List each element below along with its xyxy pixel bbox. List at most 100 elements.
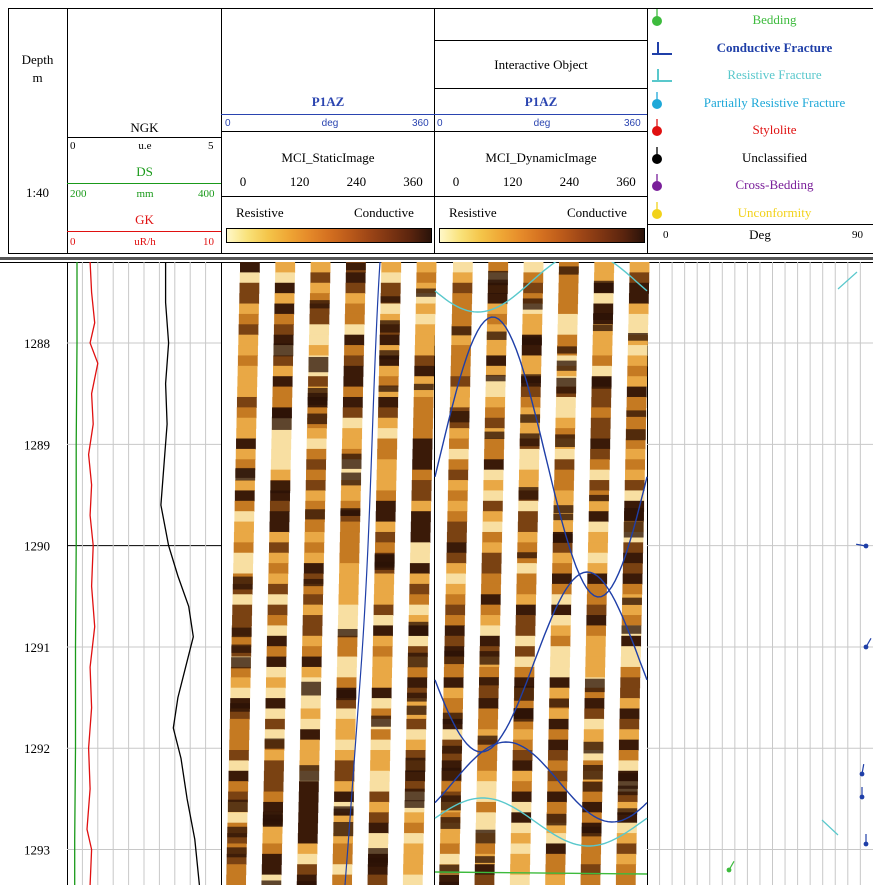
dynamic-image-pad-slice	[621, 615, 642, 627]
static-image-pad-slice	[404, 822, 424, 834]
static-image-pad-slice	[302, 625, 323, 637]
dynamic-image-pad-slice	[510, 843, 531, 855]
static-image-dark-band	[408, 621, 429, 636]
static-image-pad-slice	[264, 750, 285, 761]
dynamic-image-pad-slice	[545, 864, 566, 876]
static-image-pad-slice	[344, 313, 365, 325]
static-image-pad-slice	[301, 656, 322, 668]
dynamic-image-pad-slice	[550, 625, 571, 637]
dynamic-image-dark-band	[593, 313, 613, 321]
dynamic-image-pad-slice	[477, 729, 498, 741]
static-image-pad-slice	[372, 646, 393, 658]
static-image-pad-slice	[380, 303, 401, 315]
static-image-pad-slice	[305, 490, 326, 502]
gk-scale-line	[67, 231, 221, 232]
static-image-pad-slice	[377, 417, 398, 429]
static-image-pad-slice	[228, 781, 249, 793]
dynamic-image-pad-slice	[586, 604, 607, 616]
static-image-pad-slice	[413, 386, 434, 398]
dynamic-image-pad-slice	[516, 573, 537, 585]
dynamic-image-pad-slice	[587, 583, 607, 595]
dynamic-image-pad-strip	[615, 262, 650, 885]
dynamic-image-pad-slice	[558, 282, 579, 294]
static-image-pad-slice	[266, 677, 286, 689]
dynamic-image-pad-slice	[452, 282, 473, 294]
static-image-pad-slice	[416, 272, 437, 284]
dynamic-image-pad-slice	[478, 687, 499, 699]
static-image-pad-slice	[302, 615, 323, 627]
static-image-pad-slice	[373, 604, 394, 616]
dynamic-image-pad-slice	[622, 573, 643, 585]
dynamic-image-pad-slice	[555, 428, 576, 440]
dynamic-image-pad-slice	[628, 324, 649, 336]
static-image-pad-slice	[402, 874, 423, 885]
dynamic-image-pad-slice	[451, 334, 472, 346]
dynamic-image-pad-slice	[517, 542, 538, 554]
dynamic-image-dark-band	[441, 767, 462, 781]
static-image-pad-slice	[262, 833, 283, 845]
static-image-pad-slice	[229, 708, 250, 720]
dip-scale-line	[647, 224, 873, 225]
static-image-pad-slice	[379, 365, 399, 377]
static-image-dark-band	[296, 881, 317, 885]
dynamic-image-dark-band	[558, 266, 579, 275]
gk-max: 10	[203, 236, 214, 248]
dynamic-image-pad-slice	[588, 511, 609, 523]
static-image-pad-slice	[304, 521, 325, 533]
static-image-pad-slice	[342, 417, 363, 429]
static-image-pad-slice	[408, 646, 428, 658]
static-image-pad-slice	[338, 594, 359, 606]
dynamic-image-pad-slice	[590, 448, 610, 460]
static-image-pad-slice	[232, 604, 253, 616]
header-bottom-border	[8, 253, 873, 254]
dynamic-image-pad-slice	[515, 604, 536, 616]
dynamic-image-pad-slice	[546, 801, 567, 813]
static-image-dark-band	[307, 392, 328, 405]
dynamic-image-dark-band	[621, 625, 642, 634]
dynamic-image-pad-slice	[581, 843, 602, 855]
cross-bedding-tadpole-icon	[652, 174, 662, 191]
dynamic-image-dark-band	[591, 377, 612, 389]
dynamic-image-pad-slice	[486, 334, 507, 346]
static-image-pad-slice	[375, 521, 396, 533]
static-p1az-underline	[221, 131, 434, 132]
dynamic-image-pad-slice	[512, 781, 532, 793]
static-image-dark-band	[340, 509, 361, 516]
static-image-pad-slice	[265, 718, 285, 730]
dynamic-image-dark-band	[556, 360, 577, 371]
static-image-pad-slice	[234, 521, 254, 533]
static-image-pad-slice	[269, 521, 290, 533]
dynamic-image-pad-slice	[444, 635, 465, 647]
curves-track-divider	[221, 8, 222, 253]
dynamic-image-dark-band	[552, 533, 573, 543]
static-image-pad-slice	[375, 511, 396, 523]
static-image-pad-slice	[377, 438, 398, 450]
dynamic-image-pad-slice	[513, 729, 533, 741]
static-image-pad-slice	[306, 438, 327, 450]
dynamic-resistive-label: Resistive	[449, 205, 497, 220]
static-image-pad-slice	[231, 635, 252, 647]
dynamic-image-pad-slice	[517, 531, 538, 543]
dynamic-image-pad-slice	[547, 770, 568, 782]
dynamic-image-pad-slice	[582, 801, 602, 813]
dynamic-image-pad-slice	[588, 500, 609, 512]
dynamic-image-dark-band	[477, 735, 498, 745]
dynamic-image-pad-slice	[548, 708, 569, 720]
static-image-pad-slice	[297, 864, 317, 876]
static-image-pad-slice	[309, 293, 330, 305]
dynamic-image-pad-slice	[481, 573, 502, 585]
static-image-pad-slice	[369, 770, 390, 782]
static-image-pad-slice	[310, 282, 330, 294]
static-image-pad-slice	[268, 573, 289, 585]
dynamic-image-pad-slice	[452, 272, 473, 284]
static-image-pad-slice	[298, 822, 318, 834]
static-image-pad-slice	[375, 500, 396, 512]
dynamic-image-pad-slice	[518, 500, 539, 512]
static-image-pad-slice	[403, 864, 423, 876]
static-image-pad-slice	[370, 750, 391, 761]
static-image-dark-band	[231, 657, 251, 669]
static-image-pad-slice	[370, 729, 391, 741]
dynamic-image-pad-slice	[550, 646, 571, 658]
dynamic-image-pad-slice	[440, 833, 460, 845]
dynamic-image-pad-slice	[478, 718, 498, 730]
